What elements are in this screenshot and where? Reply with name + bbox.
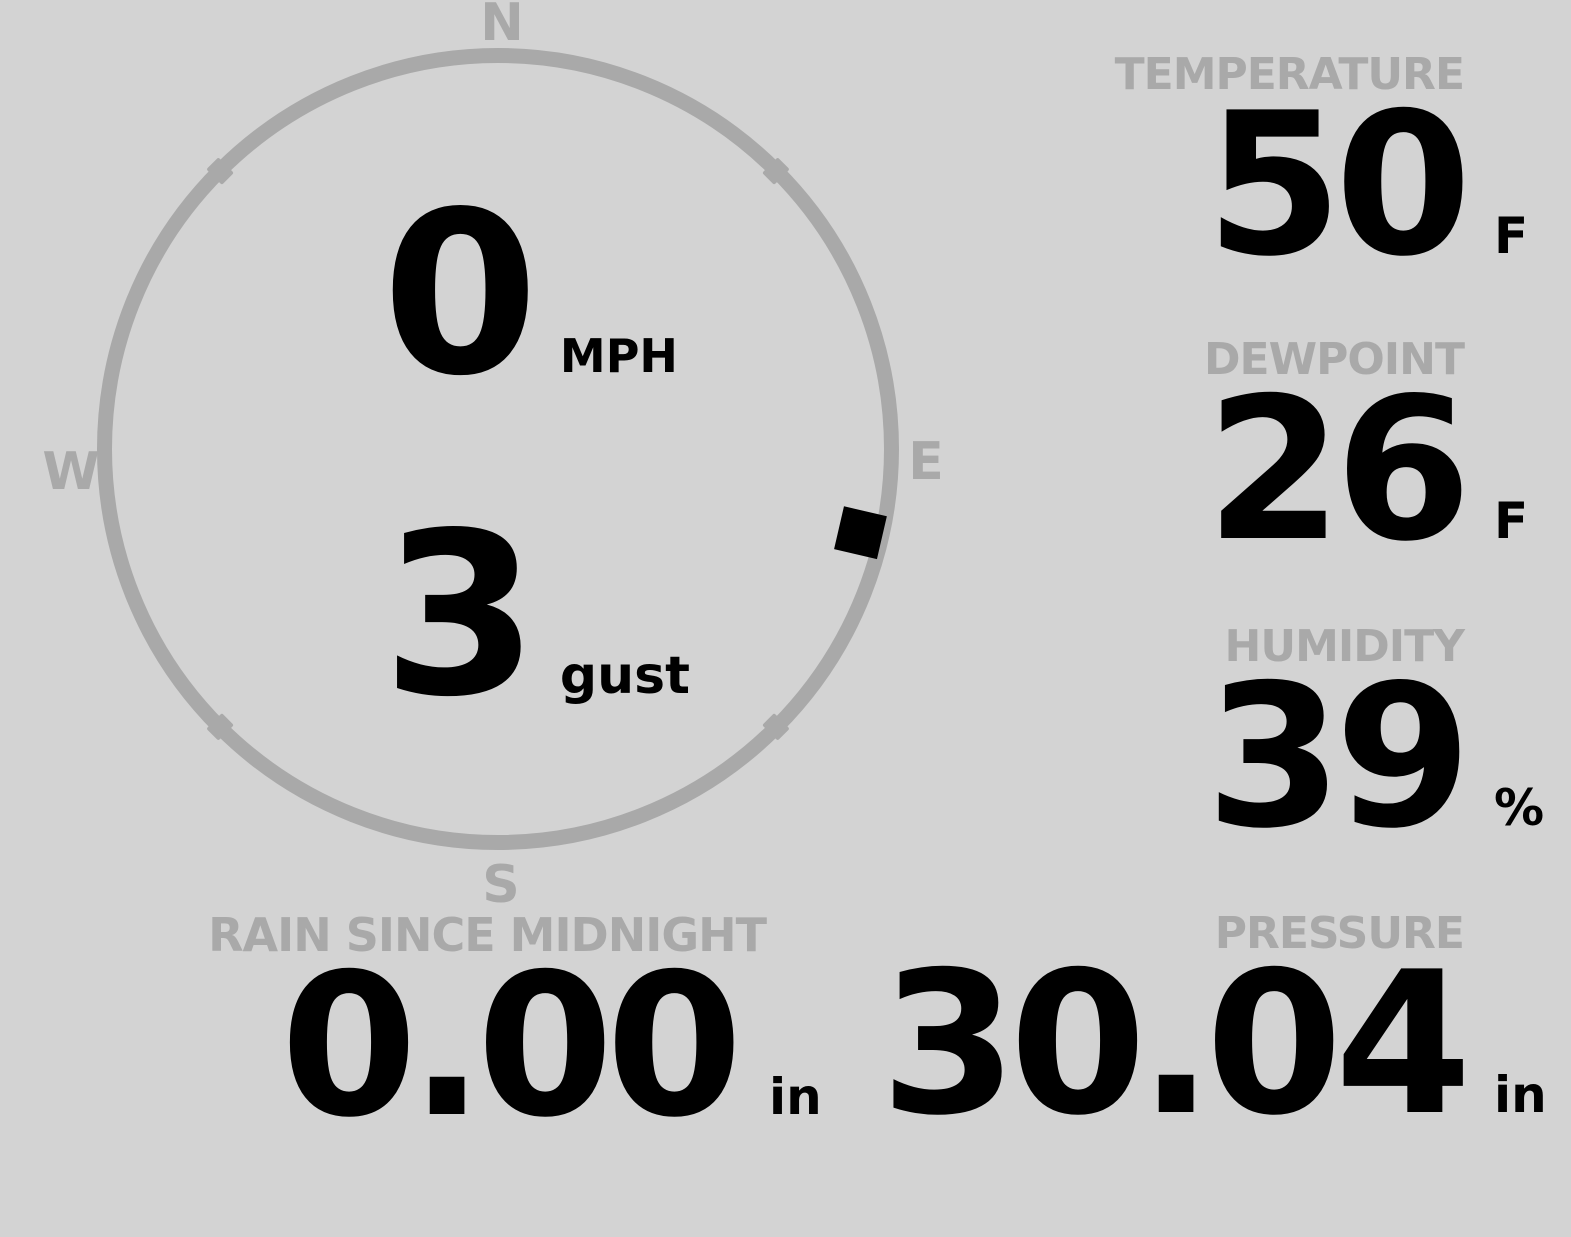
pressure-unit: in [1494,1066,1547,1124]
wind-speed-readout: 0 MPH [382,183,678,408]
wind-speed-value: 0 [382,164,539,426]
rain-since-midnight-readout: 0.00 in [208,948,821,1145]
temperature-label: TEMPERATURE [1114,49,1465,100]
wind-gust-unit: gust [559,646,690,706]
cardinal-label-east: E [908,432,944,492]
dewpoint-label: DEWPOINT [1204,334,1465,385]
temperature-readout: 50 F [1115,87,1548,284]
humidity-value: 39 [1205,643,1472,872]
wind-speed-unit: MPH [559,329,678,383]
cardinal-label-south: S [482,855,520,915]
pressure-label: PRESSURE [1214,908,1465,959]
temperature-unit: F [1494,207,1529,265]
humidity-unit: % [1494,779,1545,837]
pressure-value: 30.04 [880,930,1472,1159]
rain-since-midnight-metric: RAIN SINCE MIDNIGHT 0.00 in [208,908,822,1145]
cardinal-label-north: N [480,0,524,53]
wind-gust-value: 3 [382,485,539,747]
dewpoint-metric: DEWPOINT 26 F [1204,334,1548,570]
dewpoint-readout: 26 F [1204,372,1548,569]
pressure-metric: PRESSURE 30.04 in [880,908,1548,1144]
humidity-label: HUMIDITY [1224,621,1465,672]
wind-gust-readout: 3 gust [382,504,690,729]
humidity-metric: HUMIDITY 39 % [1206,621,1548,857]
dewpoint-unit: F [1494,492,1529,550]
rain-since-midnight-unit: in [769,1068,822,1126]
pressure-readout: 30.04 in [880,946,1548,1143]
temperature-value: 50 [1205,71,1472,300]
rain-since-midnight-value: 0.00 [280,932,742,1161]
rain-since-midnight-label: RAIN SINCE MIDNIGHT [208,908,767,962]
dewpoint-value: 26 [1205,356,1472,585]
temperature-metric: TEMPERATURE 50 F [1114,49,1548,285]
humidity-readout: 39 % [1206,659,1548,856]
cardinal-label-west: W [42,442,100,502]
